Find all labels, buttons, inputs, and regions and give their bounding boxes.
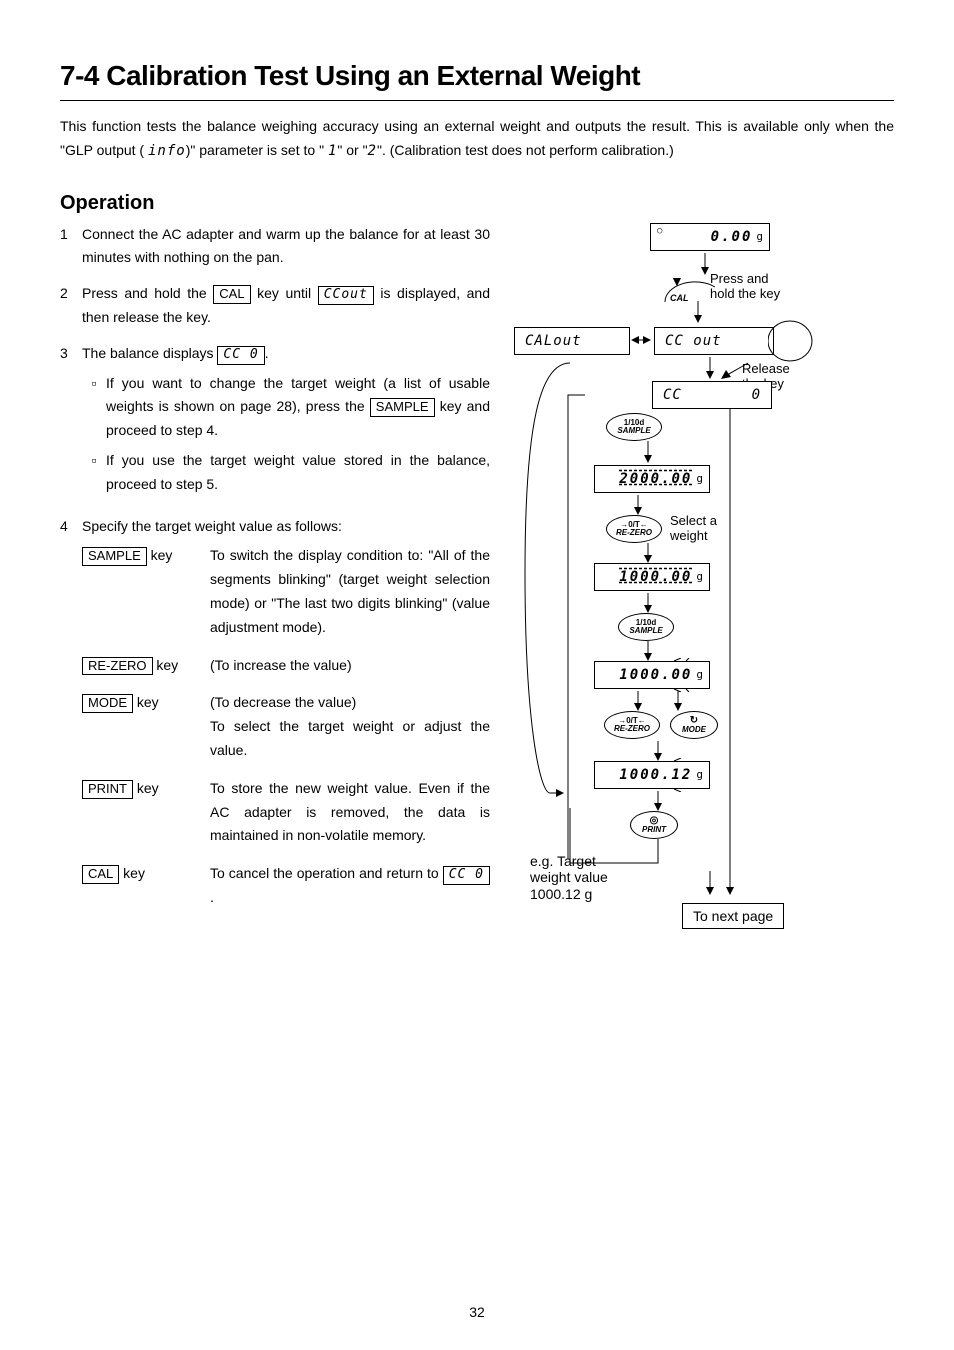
- sample-key: SAMPLE: [370, 398, 435, 417]
- diagram-column: ○ 0.00g ▼ CAL Press and hold the key CAL…: [510, 223, 820, 943]
- rezero-button-icon-2: →0/T← RE-ZERO: [604, 711, 660, 739]
- print-button-icon: ◎ PRINT: [630, 811, 678, 839]
- operation-heading: Operation: [60, 192, 894, 215]
- lcd-1000b: 1000.00g: [594, 661, 710, 689]
- lcd-calout: CALout: [514, 327, 630, 355]
- sample-button-icon-2: 1/10d SAMPLE: [618, 613, 674, 641]
- step-3: 3 The balance displays CC 0 . ▫ If you w…: [60, 342, 490, 503]
- lcd-2000: 2000.00g: [594, 465, 710, 493]
- flow-diagram: ○ 0.00g ▼ CAL Press and hold the key CAL…: [510, 223, 820, 943]
- step-4: 4 Specify the target weight value as fol…: [60, 515, 490, 924]
- lcd-100012: 1000.12g: [594, 761, 710, 789]
- cal-key: CAL: [213, 285, 250, 304]
- mode-button-icon: ↻ MODE: [670, 711, 718, 739]
- release-oval: [768, 319, 820, 363]
- cal-key: CAL: [82, 865, 119, 884]
- cc0-display: CC 0: [217, 346, 264, 365]
- bullet-icon: ▫: [82, 372, 106, 443]
- select-weight-label: Select a weight: [670, 513, 717, 544]
- next-page-box: To next page: [682, 903, 784, 929]
- press-arc: [660, 267, 720, 307]
- lcd-1000a: 1000.00g: [594, 563, 710, 591]
- target-weight-label: e.g. Target weight value 1000.12 g: [530, 853, 608, 903]
- ccout-display: CCout: [318, 286, 374, 305]
- sample-button-icon: 1/10d SAMPLE: [606, 413, 662, 441]
- mode-key: MODE: [82, 694, 133, 713]
- rezero-key: RE-ZERO: [82, 657, 153, 676]
- rezero-button-icon: →0/T← RE-ZERO: [606, 515, 662, 543]
- step-2: 2 Press and hold the CAL key until CCout…: [60, 282, 490, 330]
- steps-column: 1 Connect the AC adapter and warm up the…: [60, 223, 490, 936]
- step-1: 1 Connect the AC adapter and warm up the…: [60, 223, 490, 271]
- bullet-icon: ▫: [82, 449, 106, 497]
- page-number: 32: [0, 1304, 954, 1320]
- print-key: PRINT: [82, 780, 133, 799]
- lcd-ccout: CC out: [654, 327, 774, 355]
- page-title: 7-4 Calibration Test Using an External W…: [60, 60, 894, 101]
- lcd-initial: ○ 0.00g: [650, 223, 770, 251]
- intro-text: This function tests the balance weighing…: [60, 115, 894, 164]
- sample-key: SAMPLE: [82, 547, 147, 566]
- press-hold-label: Press and hold the key: [710, 271, 780, 302]
- lcd-cc0: CC0: [652, 381, 772, 409]
